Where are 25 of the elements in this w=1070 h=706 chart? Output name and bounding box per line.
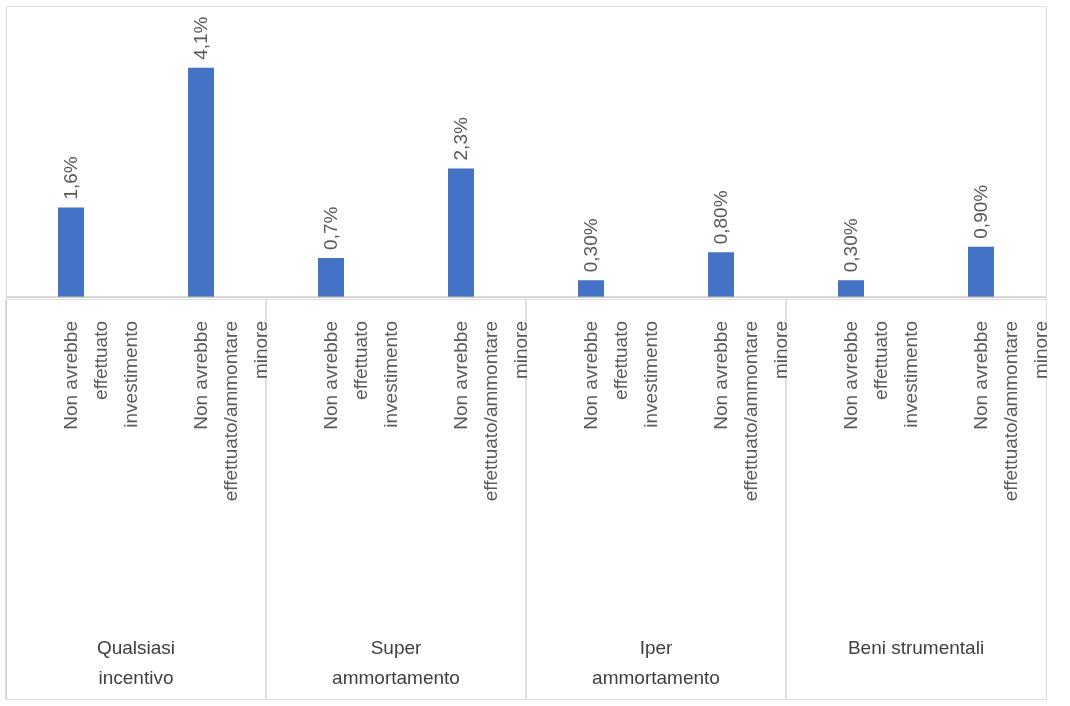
text: Beni strumentali — [847, 637, 985, 658]
bar — [188, 67, 214, 297]
data-label: 2,3% — [450, 117, 471, 161]
bar — [838, 280, 864, 297]
bar — [318, 257, 344, 297]
text: Qualsiasi incentivo — [96, 637, 176, 688]
data-label: 0,80% — [710, 190, 731, 245]
text: Super ammortamento — [332, 637, 460, 688]
bar — [968, 246, 994, 297]
bar — [58, 207, 84, 297]
x-tick-label: Non avrebbe effettuato/ammontare minore — [970, 321, 1051, 502]
data-label: 4,1% — [190, 16, 211, 60]
bar — [448, 168, 474, 297]
bar — [708, 252, 734, 297]
text: Iper ammortamento — [592, 637, 720, 688]
x-tick-label: Non avrebbe effettuato/ammontare minore — [190, 321, 271, 502]
data-label: 1,6% — [60, 156, 81, 200]
data-label: 0,7% — [320, 206, 341, 250]
bar — [578, 280, 604, 297]
data-label: 0,90% — [970, 184, 991, 239]
x-tick-label: Non avrebbe effettuato/ammontare minore — [450, 321, 531, 502]
x-tick-label: Non avrebbe effettuato investimento — [60, 321, 141, 430]
data-label: 0,30% — [580, 218, 601, 273]
data-label: 0,30% — [840, 218, 861, 273]
x-tick-label: Non avrebbe effettuato/ammontare minore — [710, 321, 791, 502]
